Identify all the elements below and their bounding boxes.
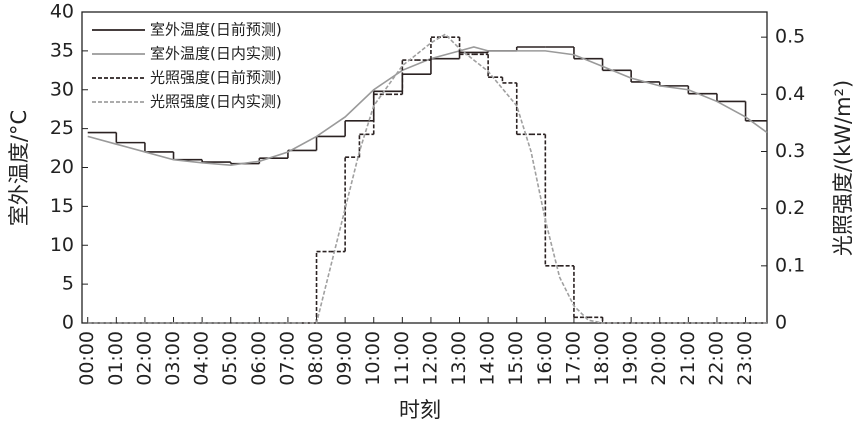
x-tick-label: 12:00 — [419, 331, 441, 386]
x-tick-label: 01:00 — [105, 331, 127, 386]
y-tick-label: 40 — [50, 1, 74, 23]
x-tick-label: 13:00 — [448, 331, 470, 386]
y-tick-label: 10 — [50, 234, 74, 256]
x-tick-label: 08:00 — [305, 331, 327, 386]
series-line — [87, 33, 767, 324]
y-axis-title: 室外温度/°C — [7, 110, 31, 226]
x-tick-label: 15:00 — [505, 331, 527, 386]
x-tick-label: 20:00 — [648, 331, 670, 386]
y2-tick-label: 0.1 — [775, 254, 805, 276]
x-tick-label: 10:00 — [362, 331, 384, 386]
y-tick-label: 0 — [62, 312, 74, 334]
x-tick-label: 16:00 — [534, 331, 556, 386]
legend-label: 光照强度(日前预测) — [150, 69, 282, 87]
legend-label: 室外温度(日内实测) — [150, 45, 282, 63]
x-tick-label: 05:00 — [219, 331, 241, 386]
y2-tick-label: 0.4 — [775, 83, 805, 105]
y-tick-label: 25 — [50, 117, 74, 139]
x-tick-label: 22:00 — [705, 331, 727, 386]
legend-label: 室外温度(日前预测) — [150, 21, 282, 39]
y-tick-label: 5 — [62, 273, 74, 295]
series-line — [87, 46, 768, 166]
y-tick-label: 15 — [50, 195, 74, 217]
y-tick-label: 30 — [50, 78, 74, 100]
x-tick-label: 06:00 — [248, 331, 270, 386]
x-axis-title: 时刻 — [399, 398, 441, 422]
x-tick-label: 11:00 — [391, 331, 413, 386]
x-tick-label: 00:00 — [76, 331, 98, 386]
y-tick-label: 20 — [50, 156, 74, 178]
y2-tick-label: 0.5 — [775, 26, 805, 48]
x-tick-label: 09:00 — [334, 331, 356, 386]
x-tick-label: 21:00 — [677, 331, 699, 386]
y2-axis-title: 光照强度/(kW/m²) — [831, 80, 855, 256]
y2-tick-label: 0.3 — [775, 140, 805, 162]
x-tick-label: 23:00 — [734, 331, 756, 386]
y2-tick-label: 0 — [775, 312, 787, 334]
x-tick-label: 03:00 — [162, 331, 184, 386]
x-tick-label: 07:00 — [276, 331, 298, 386]
x-tick-label: 04:00 — [191, 331, 213, 386]
x-tick-label: 19:00 — [620, 331, 642, 386]
y-tick-label: 35 — [50, 39, 74, 61]
legend-label: 光照强度(日内实测) — [150, 93, 282, 111]
x-tick-label: 17:00 — [562, 331, 584, 386]
x-tick-label: 02:00 — [133, 331, 155, 386]
x-tick-label: 18:00 — [591, 331, 613, 386]
y2-tick-label: 0.2 — [775, 197, 805, 219]
x-tick-label: 14:00 — [477, 331, 499, 386]
